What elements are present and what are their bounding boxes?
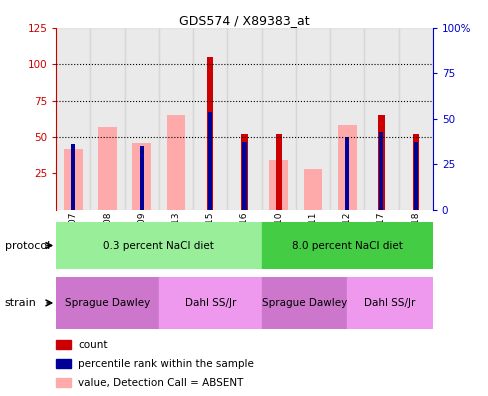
Text: 0.3 percent NaCl diet: 0.3 percent NaCl diet bbox=[103, 240, 214, 251]
Bar bbox=[159, 28, 193, 210]
Bar bbox=[98, 127, 117, 210]
Bar bbox=[140, 146, 143, 210]
Bar bbox=[56, 222, 261, 269]
Bar bbox=[337, 126, 356, 210]
Text: value, Detection Call = ABSENT: value, Detection Call = ABSENT bbox=[78, 377, 243, 388]
Bar bbox=[364, 28, 398, 210]
Bar bbox=[208, 112, 212, 210]
Text: Sprague Dawley: Sprague Dawley bbox=[65, 298, 150, 308]
Text: percentile rank within the sample: percentile rank within the sample bbox=[78, 358, 254, 369]
Bar bbox=[303, 169, 322, 210]
Title: GDS574 / X89383_at: GDS574 / X89383_at bbox=[179, 13, 309, 27]
Bar bbox=[261, 277, 346, 329]
Bar bbox=[193, 28, 227, 210]
Bar bbox=[64, 148, 82, 210]
Bar bbox=[346, 277, 432, 329]
Bar bbox=[261, 28, 295, 210]
Bar bbox=[166, 115, 185, 210]
Bar bbox=[345, 137, 348, 210]
Bar bbox=[398, 28, 432, 210]
Text: count: count bbox=[78, 339, 107, 350]
Bar bbox=[412, 134, 418, 210]
Bar bbox=[241, 134, 247, 210]
Text: protocol: protocol bbox=[5, 240, 50, 251]
Bar bbox=[71, 144, 75, 210]
Text: Dahl SS/Jr: Dahl SS/Jr bbox=[364, 298, 415, 308]
Bar bbox=[124, 28, 159, 210]
Text: Sprague Dawley: Sprague Dawley bbox=[261, 298, 346, 308]
Bar bbox=[90, 28, 124, 210]
Bar bbox=[207, 57, 213, 210]
Bar bbox=[242, 143, 246, 210]
Bar bbox=[303, 169, 322, 210]
Bar bbox=[56, 28, 90, 210]
Bar bbox=[295, 28, 329, 210]
Text: Dahl SS/Jr: Dahl SS/Jr bbox=[184, 298, 236, 308]
Bar bbox=[227, 28, 261, 210]
Bar bbox=[269, 160, 287, 210]
Bar bbox=[378, 115, 384, 210]
Text: 8.0 percent NaCl diet: 8.0 percent NaCl diet bbox=[291, 240, 402, 251]
Bar bbox=[132, 143, 151, 210]
Bar bbox=[261, 222, 432, 269]
Bar bbox=[329, 28, 364, 210]
Bar bbox=[275, 134, 281, 210]
Bar bbox=[56, 277, 159, 329]
Bar bbox=[413, 143, 417, 210]
Text: strain: strain bbox=[5, 298, 37, 308]
Bar bbox=[379, 131, 383, 210]
Bar bbox=[159, 277, 261, 329]
